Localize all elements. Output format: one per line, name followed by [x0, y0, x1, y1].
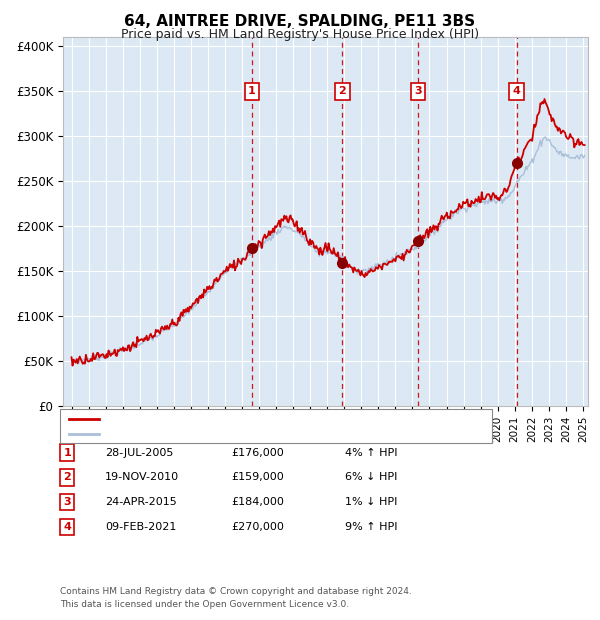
Text: Price paid vs. HM Land Registry's House Price Index (HPI): Price paid vs. HM Land Registry's House …	[121, 28, 479, 41]
Text: 3: 3	[64, 497, 71, 507]
Text: This data is licensed under the Open Government Licence v3.0.: This data is licensed under the Open Gov…	[60, 600, 349, 609]
Text: 1: 1	[248, 86, 256, 96]
Text: 9% ↑ HPI: 9% ↑ HPI	[345, 522, 398, 532]
Text: 24-APR-2015: 24-APR-2015	[105, 497, 177, 507]
Text: 3: 3	[414, 86, 422, 96]
Text: Contains HM Land Registry data © Crown copyright and database right 2024.: Contains HM Land Registry data © Crown c…	[60, 587, 412, 596]
Text: 2: 2	[64, 472, 71, 482]
Text: 28-JUL-2005: 28-JUL-2005	[105, 448, 173, 458]
Text: 64, AINTREE DRIVE, SPALDING, PE11 3BS: 64, AINTREE DRIVE, SPALDING, PE11 3BS	[124, 14, 476, 29]
Text: 1% ↓ HPI: 1% ↓ HPI	[345, 497, 397, 507]
Text: £176,000: £176,000	[231, 448, 284, 458]
Text: 6% ↓ HPI: 6% ↓ HPI	[345, 472, 397, 482]
Text: 09-FEB-2021: 09-FEB-2021	[105, 522, 176, 532]
Text: £270,000: £270,000	[231, 522, 284, 532]
Text: 19-NOV-2010: 19-NOV-2010	[105, 472, 179, 482]
Text: 4: 4	[63, 522, 71, 532]
Text: 4: 4	[512, 86, 521, 96]
Text: 4% ↑ HPI: 4% ↑ HPI	[345, 448, 398, 458]
Text: 1: 1	[64, 448, 71, 458]
Text: HPI: Average price, detached house, South Holland: HPI: Average price, detached house, Sout…	[105, 429, 390, 439]
Text: £159,000: £159,000	[231, 472, 284, 482]
Text: 64, AINTREE DRIVE, SPALDING, PE11 3BS (detached house): 64, AINTREE DRIVE, SPALDING, PE11 3BS (d…	[105, 414, 436, 423]
Text: 2: 2	[338, 86, 346, 96]
Text: £184,000: £184,000	[231, 497, 284, 507]
